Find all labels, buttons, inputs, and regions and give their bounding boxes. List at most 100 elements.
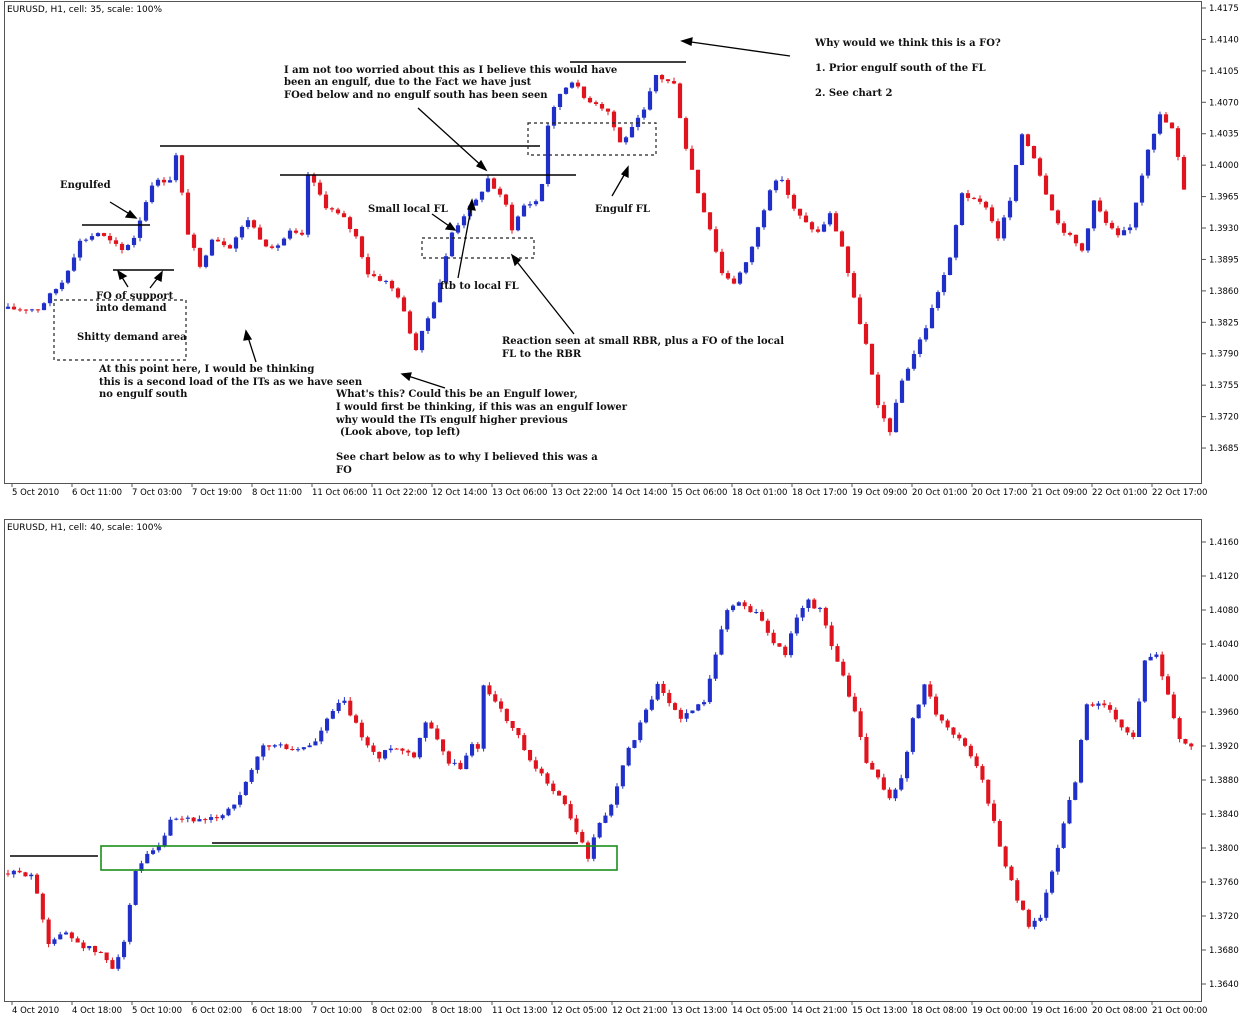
candle-body [113,240,119,244]
ann-reaction-2: FL to the RBR [502,349,582,360]
candle-body [1166,676,1171,695]
arrow-whats-this [404,374,446,389]
candle-body [151,850,156,854]
candle-body [771,632,776,644]
candle-body [431,302,437,319]
x-tick-label: 5 Oct 10:00 [132,1006,182,1016]
chart-1-annotations: Why would we think this is a FO? 1. Prio… [53,37,1001,476]
chart-1-frame [4,1,1202,484]
candle-body [215,239,221,242]
candle-body [341,213,347,218]
candle-body [255,756,260,770]
candle-body [71,257,77,271]
candle-body [307,745,312,748]
candle-body [644,709,649,723]
y-tick-label: 1.4120 [1209,572,1239,582]
candle-body [701,193,707,213]
chart-2-candles [6,598,1194,971]
candle-body [977,198,983,202]
candle-body [156,845,161,851]
candle-body [209,817,214,820]
candle-body [893,402,899,433]
candle-body [493,694,498,702]
candle-body [626,747,631,766]
x-tick-label: 18 Oct 17:00 [792,488,847,498]
candle-body [371,274,377,277]
ann-reaction-1: Reaction seen at small RBR, plus a FO of… [502,336,784,347]
candle-body [1177,718,1182,739]
candle-body [389,280,395,289]
candle-body [647,91,653,110]
candle-body [800,608,805,618]
candle-body [383,750,388,759]
candle-body [87,946,92,949]
candle-body [407,311,413,334]
candle-body [1073,782,1078,800]
candle-body [953,225,959,258]
candle-body [395,288,401,298]
candle-body [829,625,834,647]
x-tick-label: 15 Oct 13:00 [852,1006,907,1016]
candle-body [785,179,791,195]
candle-body [107,235,113,241]
candle-body [839,231,845,247]
candle-body [562,795,567,805]
candle-body [1139,175,1145,203]
candle-body [603,815,608,823]
chart-2-annotations [10,842,618,871]
ann-second-load-1: At this point here, I would be thinking [98,364,314,375]
candle-body [1025,134,1031,146]
candle-body [857,297,863,324]
candle-body [641,109,647,118]
x-tick-label: 20 Oct 08:00 [1092,1006,1147,1016]
candle-body [1096,703,1101,706]
candle-body [1009,866,1014,881]
candle-body [893,789,898,799]
candle-body [731,278,737,284]
candle-body [267,745,272,747]
candle-body [1044,892,1049,918]
candle-body [725,610,730,630]
arrow-fo-support-1-head [116,269,128,280]
candle-body [748,606,753,613]
x-tick-label: 13 Oct 13:00 [672,1006,727,1016]
candle-body [1031,146,1037,159]
candle-body [575,82,581,87]
candle-body [1131,732,1136,737]
candle-body [443,256,449,283]
candle-body [702,702,707,705]
candle-body [35,309,41,311]
candle-body [203,819,208,821]
candle-body [101,233,107,236]
candle-body [835,646,840,662]
candle-body [347,217,353,229]
candle-body [1015,880,1020,901]
candle-body [1019,134,1025,165]
candle-body [809,222,815,230]
candle-body [330,711,335,719]
candle-body [875,374,881,406]
candle-body [1108,705,1113,710]
candle-body [89,236,95,240]
candle-body [491,178,497,189]
candle-body [737,272,743,284]
ann-whats-this-3: why would the ITs engulf higher previous [335,415,568,426]
candle-body [719,629,724,655]
y-tick-label: 1.3860 [1209,287,1239,297]
candle-body [533,760,538,769]
candle-body [137,220,143,238]
candle-body [812,599,817,609]
candle-body [597,822,602,838]
candle-body [214,817,219,819]
candle-body [833,213,839,232]
candle-body [401,297,407,312]
candle-body [1032,920,1037,927]
x-tick-label: 15 Oct 06:00 [672,488,727,498]
ann-whats-this-1: What's this? Could this be an Engulf low… [335,389,578,400]
candle-body [11,870,16,875]
candle-body [1055,847,1060,872]
candle-body [995,221,1001,239]
candle-body [671,81,677,84]
x-tick-label: 8 Oct 02:00 [372,1006,422,1016]
candle-body [599,104,605,109]
